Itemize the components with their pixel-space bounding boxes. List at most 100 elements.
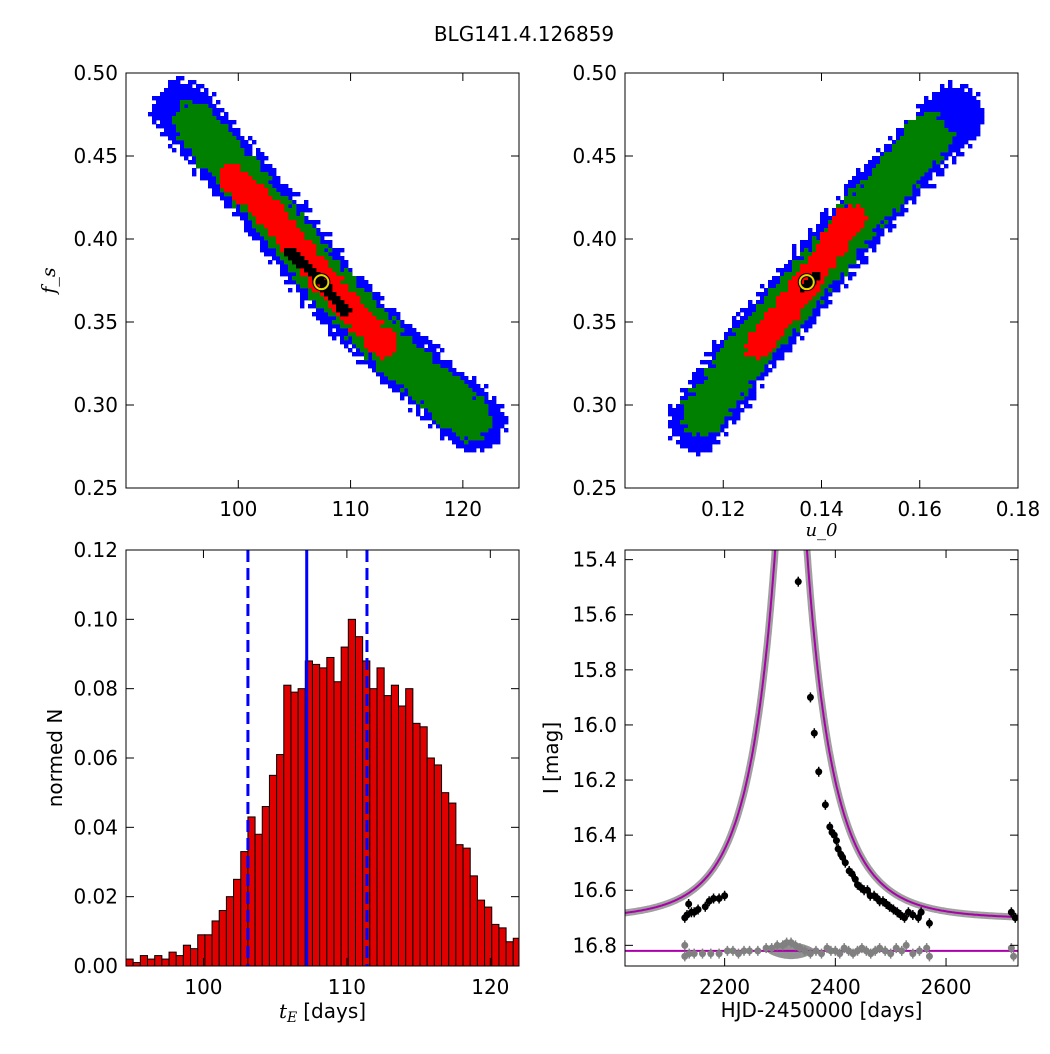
region-cell — [268, 248, 272, 252]
region-cell — [312, 252, 316, 256]
region-cell — [356, 284, 360, 288]
region-cell — [852, 180, 856, 184]
region-cell — [284, 192, 288, 196]
region-cell — [180, 140, 184, 144]
region-cell — [276, 208, 280, 212]
region-cell — [176, 92, 180, 96]
region-cell — [860, 172, 864, 176]
region-cell — [240, 192, 244, 196]
region-cell — [364, 304, 368, 308]
region-cell — [460, 408, 464, 412]
region-cell — [372, 352, 376, 356]
region-cell — [384, 352, 388, 356]
region-cell — [280, 216, 284, 220]
region-cell — [300, 272, 304, 276]
region-cell — [320, 296, 324, 300]
region-cell — [456, 400, 460, 404]
region-cell — [744, 400, 748, 404]
region-cell — [872, 228, 876, 232]
region-cell — [216, 192, 220, 196]
region-cell — [488, 420, 492, 424]
region-cell — [840, 280, 844, 284]
region-cell — [188, 124, 192, 128]
region-cell — [184, 92, 188, 96]
region-cell — [836, 196, 840, 200]
region-cell — [788, 264, 792, 268]
region-cell — [344, 320, 348, 324]
region-cell — [200, 164, 204, 168]
region-cell — [168, 112, 172, 116]
region-cell — [480, 424, 484, 428]
region-cell — [688, 448, 692, 452]
region-cell — [212, 164, 216, 168]
region-cell — [492, 436, 496, 440]
region-cell — [928, 172, 932, 176]
region-cell — [356, 316, 360, 320]
region-cell — [400, 324, 404, 328]
region-cell — [940, 172, 944, 176]
region-cell — [320, 280, 324, 284]
region-cell — [416, 340, 420, 344]
region-cell — [264, 168, 268, 172]
region-cell — [456, 436, 460, 440]
region-cell — [776, 352, 780, 356]
region-cell — [856, 180, 860, 184]
region-cell — [460, 424, 464, 428]
region-cell — [332, 260, 336, 264]
region-cell — [256, 168, 260, 172]
region-cell — [432, 400, 436, 404]
region-cell — [220, 192, 224, 196]
region-cell — [672, 432, 676, 436]
region-cell — [396, 348, 400, 352]
region-cell — [232, 204, 236, 208]
region-cell — [924, 184, 928, 188]
region-cell — [416, 396, 420, 400]
region-cell — [268, 216, 272, 220]
region-cell — [380, 304, 384, 308]
region-cell — [176, 128, 180, 132]
region-cell — [684, 388, 688, 392]
region-cell — [284, 256, 288, 260]
region-cell — [676, 432, 680, 436]
region-cell — [392, 388, 396, 392]
region-cell — [208, 148, 212, 152]
region-cell — [328, 300, 332, 304]
region-cell — [268, 172, 272, 176]
region-cell — [228, 124, 232, 128]
region-cell — [424, 380, 428, 384]
region-cell — [292, 208, 296, 212]
region-cell — [740, 308, 744, 312]
region-cell — [400, 388, 404, 392]
region-cell — [204, 140, 208, 144]
region-cell — [940, 160, 944, 164]
region-cell — [936, 104, 940, 108]
region-cell — [260, 192, 264, 196]
region-cell — [696, 368, 700, 372]
region-cell — [416, 360, 420, 364]
region-cell — [276, 184, 280, 188]
region-cell — [292, 240, 296, 244]
region-cell — [388, 316, 392, 320]
region-cell — [356, 360, 360, 364]
region-cell — [396, 340, 400, 344]
region-cell — [244, 152, 248, 156]
region-cell — [276, 180, 280, 184]
region-cell — [772, 352, 776, 356]
region-cell — [428, 348, 432, 352]
region-cell — [284, 244, 288, 248]
region-cell — [920, 104, 924, 108]
region-cell — [216, 120, 220, 124]
region-cell — [156, 116, 160, 120]
region-cell — [316, 232, 320, 236]
region-cell — [344, 276, 348, 280]
region-cell — [420, 348, 424, 352]
region-cell — [412, 332, 416, 336]
region-cell — [260, 172, 264, 176]
region-cell — [328, 248, 332, 252]
region-cell — [444, 364, 448, 368]
region-cell — [484, 416, 488, 420]
region-cell — [472, 428, 476, 432]
region-cell — [944, 104, 948, 108]
region-cell — [452, 428, 456, 432]
region-cell — [832, 280, 836, 284]
